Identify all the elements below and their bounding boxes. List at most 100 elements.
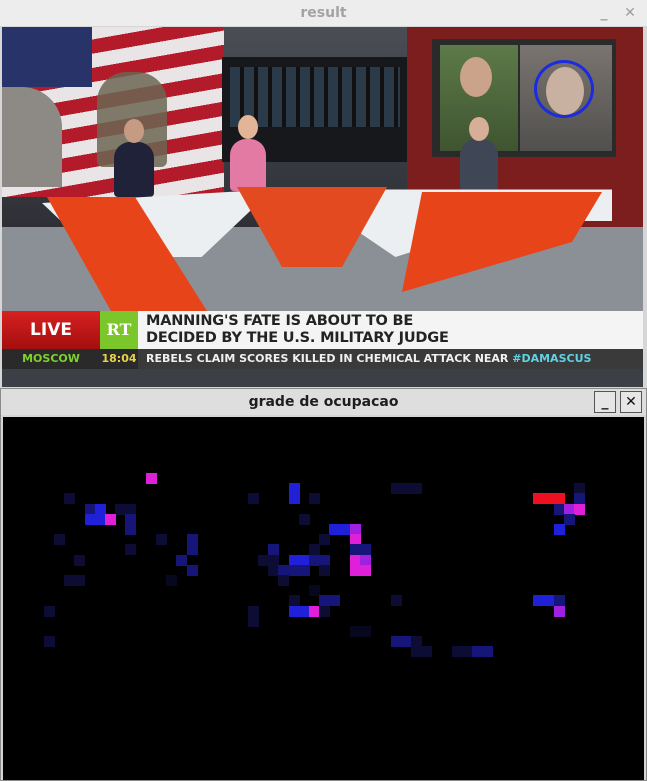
face-detection-circle	[534, 60, 594, 118]
result-minimize-button[interactable]: _	[600, 5, 608, 21]
grid-cell	[533, 595, 545, 607]
grid-cell	[247, 615, 259, 627]
grid-cell	[298, 605, 310, 617]
occupancy-grid-window: grade de ocupacao _ ✕	[0, 388, 647, 781]
grid-cell	[156, 534, 167, 546]
grid-cell	[360, 544, 371, 556]
grid-cell	[360, 626, 371, 637]
anchor-center	[230, 139, 266, 191]
grid-cell	[309, 554, 320, 566]
video-frame: LIVE RT MANNING'S FATE IS ABOUT TO BE DE…	[2, 27, 643, 387]
channel-logo: RT	[100, 311, 138, 349]
grid-cell	[247, 493, 259, 505]
grid-cell	[84, 513, 96, 525]
grid-cell	[94, 503, 106, 515]
grid-cell	[411, 646, 422, 658]
grid-cell	[43, 636, 55, 648]
grid-cell	[278, 575, 290, 586]
grid-cell	[319, 554, 331, 566]
grid-cell	[176, 554, 188, 566]
news-ticker: MOSCOW 18:04 REBELS CLAIM SCORES KILLED …	[2, 349, 643, 369]
grid-cell	[64, 575, 76, 586]
grid-cell	[472, 646, 484, 658]
grid-cell	[319, 534, 331, 546]
monitor-screens	[230, 67, 400, 127]
grid-cell	[400, 636, 412, 648]
anchor-left	[114, 142, 154, 197]
grid-cell	[349, 524, 361, 535]
scales-statue	[2, 87, 62, 187]
grid-cell	[186, 534, 198, 546]
grid-cell	[574, 483, 586, 495]
occupancy-grid	[3, 417, 644, 780]
ticker-city: MOSCOW	[2, 349, 100, 369]
grid-cell	[553, 605, 565, 617]
grid-cell	[390, 636, 402, 648]
grid-cell	[288, 595, 300, 607]
result-titlebar[interactable]: result _ ✕	[0, 0, 647, 26]
grid-cell	[451, 646, 463, 658]
grid-cell	[298, 513, 310, 525]
guest-left-face	[460, 57, 492, 97]
grid-cell	[360, 564, 371, 576]
grid-cell	[553, 524, 565, 535]
grid-cell	[574, 493, 586, 505]
grid-cell	[125, 503, 137, 515]
headline-box: MANNING'S FATE IS ABOUT TO BE DECIDED BY…	[138, 311, 643, 349]
anchor-right-head	[469, 117, 489, 141]
grid-cell	[258, 554, 269, 566]
grid-cell	[74, 575, 86, 586]
grid-cell	[54, 534, 65, 546]
grid-cell	[288, 605, 300, 617]
grid-cell	[553, 493, 565, 505]
grid-cell	[309, 605, 320, 617]
grid-cell	[543, 493, 555, 505]
grid-cell	[329, 595, 341, 607]
grid-cell	[349, 544, 361, 556]
grid-cell	[553, 595, 565, 607]
grid-cell	[84, 503, 96, 515]
anchor-right	[460, 139, 498, 191]
grid-cell	[462, 646, 473, 658]
grid-cell	[319, 564, 331, 576]
grid-cell	[339, 524, 351, 535]
live-badge: LIVE	[2, 311, 100, 349]
grid-cell	[319, 605, 331, 617]
grid-cell	[105, 513, 116, 525]
headline-line-2: DECIDED BY THE U.S. MILITARY JUDGE	[146, 330, 449, 346]
grid-cell	[309, 493, 320, 505]
grid-cell	[268, 544, 280, 556]
ticker-time: 18:04	[100, 349, 138, 369]
grid-cell	[94, 513, 106, 525]
grid-cell	[288, 483, 300, 495]
lower-third-banner: LIVE RT MANNING'S FATE IS ABOUT TO BE DE…	[2, 311, 643, 369]
ticker-headline-text: REBELS CLAIM SCORES KILLED IN CHEMICAL A…	[146, 352, 509, 365]
grid-cell	[574, 503, 586, 515]
grid-cell	[319, 595, 331, 607]
anchor-left-head	[124, 119, 144, 143]
grid-cell	[288, 493, 300, 505]
grid-cell	[125, 544, 137, 556]
grid-minimize-button[interactable]: _	[594, 391, 616, 413]
grid-cell	[482, 646, 494, 658]
grid-cell	[411, 636, 422, 648]
result-close-button[interactable]: ✕	[624, 5, 636, 21]
grid-cell	[411, 483, 422, 495]
ticker-headline: REBELS CLAIM SCORES KILLED IN CHEMICAL A…	[146, 349, 591, 369]
grid-cell	[247, 605, 259, 617]
grid-cell	[125, 524, 137, 535]
grid-cell	[268, 564, 280, 576]
grid-cell	[298, 554, 310, 566]
ticker-hashtag: #DAMASCUS	[512, 352, 592, 365]
grid-cell	[533, 493, 545, 505]
grid-cell	[288, 564, 300, 576]
anchor-center-head	[238, 115, 258, 139]
grid-cell	[390, 595, 402, 607]
grid-titlebar[interactable]: grade de ocupacao _ ✕	[1, 389, 646, 415]
grid-cell	[64, 493, 76, 505]
grid-cell	[360, 554, 371, 566]
grid-cell	[43, 605, 55, 617]
grid-close-button[interactable]: ✕	[620, 391, 642, 413]
grid-cell	[543, 595, 555, 607]
flag-canton	[2, 27, 92, 87]
